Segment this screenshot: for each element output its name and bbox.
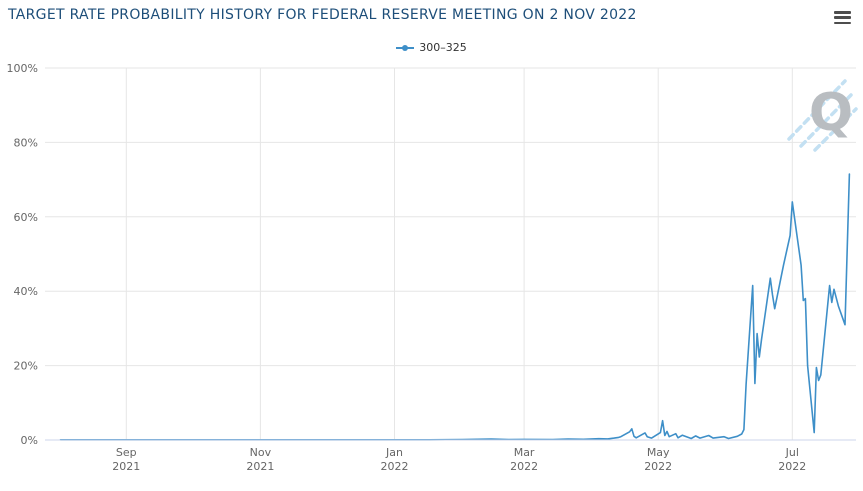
svg-text:2021: 2021	[112, 460, 140, 473]
svg-text:Jul: Jul	[785, 446, 799, 459]
svg-text:60%: 60%	[14, 211, 38, 224]
series-line-300-325[interactable]	[59, 173, 851, 441]
svg-text:2022: 2022	[381, 460, 409, 473]
svg-text:Mar: Mar	[514, 446, 535, 459]
watermark-q: Q	[787, 79, 858, 152]
svg-text:40%: 40%	[14, 285, 38, 298]
svg-text:Q: Q	[809, 83, 853, 143]
legend-item[interactable]: 300–325	[0, 41, 863, 54]
svg-text:2022: 2022	[778, 460, 806, 473]
svg-text:100%: 100%	[7, 62, 38, 75]
svg-text:80%: 80%	[14, 136, 38, 149]
gridlines	[45, 67, 856, 441]
svg-text:20%: 20%	[14, 360, 38, 373]
svg-text:2022: 2022	[510, 460, 538, 473]
legend-label: 300–325	[419, 41, 467, 54]
svg-text:May: May	[647, 446, 670, 459]
svg-text:Nov: Nov	[250, 446, 272, 459]
svg-text:Jan: Jan	[385, 446, 403, 459]
hamburger-menu-icon[interactable]	[834, 11, 851, 24]
svg-text:2022: 2022	[644, 460, 672, 473]
svg-text:Sep: Sep	[116, 446, 137, 459]
y-axis-labels: 0% 20% 40% 60% 80% 100%	[7, 62, 38, 447]
chart-title: TARGET RATE PROBABILITY HISTORY FOR FEDE…	[8, 7, 637, 23]
svg-text:2021: 2021	[246, 460, 274, 473]
svg-text:0%: 0%	[21, 434, 38, 447]
x-axis-labels: Sep2021Nov2021Jan2022Mar2022May2022Jul20…	[112, 446, 806, 473]
legend-marker-icon	[396, 44, 415, 51]
